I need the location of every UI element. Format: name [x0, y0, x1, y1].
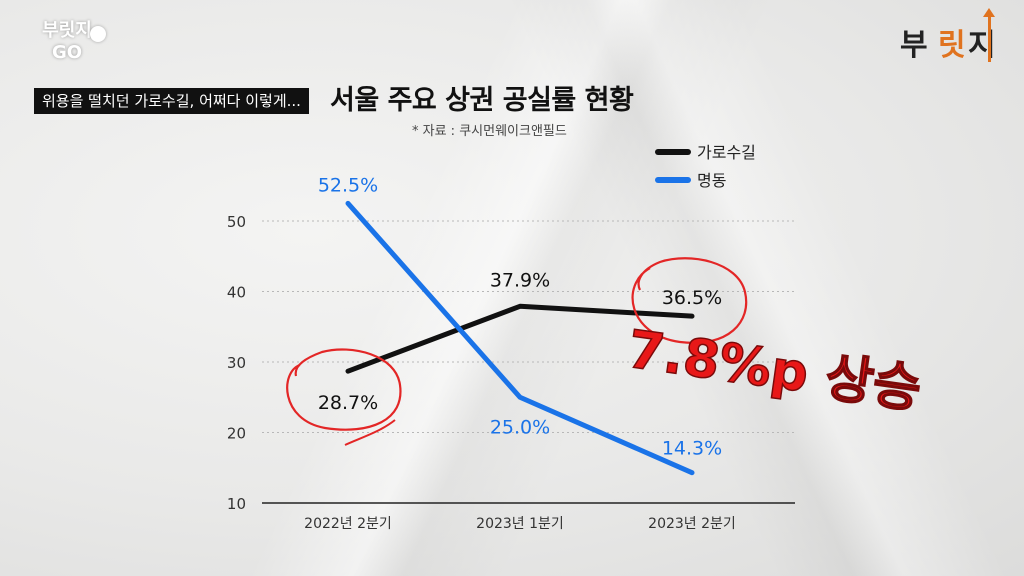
data-label: 28.7%: [318, 392, 378, 414]
y-tick-label: 40: [227, 284, 246, 302]
data-label: 14.3%: [662, 438, 722, 460]
data-point: [691, 315, 693, 317]
data-label: 36.5%: [662, 287, 722, 309]
channel-logo: 부릿지 GO: [30, 20, 106, 76]
data-point: [347, 202, 349, 204]
video-caption: 위용을 떨치던 가로수길, 어쩌다 이렇게...: [34, 88, 309, 114]
logo-dot-icon: [90, 26, 106, 42]
data-label: 52.5%: [318, 174, 378, 196]
arrow-up-icon: [983, 8, 995, 62]
highlight-circle: [631, 257, 748, 344]
x-tick-label: 2023년 2분기: [648, 516, 736, 532]
highlight-stroke: [344, 419, 396, 446]
brand-logo-part2: 릿: [938, 28, 966, 63]
y-tick-label: 30: [227, 354, 246, 372]
legend-label: 명동: [697, 171, 726, 190]
channel-logo-line2: GO: [51, 42, 83, 63]
y-tick-label: 50: [227, 213, 246, 231]
y-tick-label: 10: [227, 495, 246, 513]
chart-title: 서울 주요 상권 공실률 현황: [330, 85, 634, 116]
x-tick-label: 2022년 2분기: [304, 516, 392, 532]
brand-logo-part3: 지: [968, 28, 996, 63]
data-point: [519, 305, 521, 307]
chart-source: * 자료 : 쿠시먼웨이크앤필드: [412, 124, 567, 139]
brand-logo-part1: 부: [900, 28, 928, 63]
data-point: [691, 472, 693, 474]
annotation-text: 7.8%p 상승: [624, 320, 925, 421]
x-tick-label: 2023년 1분기: [476, 516, 564, 532]
data-point: [347, 370, 349, 372]
y-tick-label: 20: [227, 425, 246, 443]
brand-logo: 부 릿 지: [900, 8, 1000, 70]
legend-label: 가로수길: [697, 143, 756, 162]
channel-logo-line1: 부릿지: [42, 20, 92, 41]
data-label: 37.9%: [490, 269, 550, 291]
data-label: 25.0%: [490, 416, 550, 438]
highlight-circle: [286, 348, 402, 431]
data-point: [519, 396, 521, 398]
